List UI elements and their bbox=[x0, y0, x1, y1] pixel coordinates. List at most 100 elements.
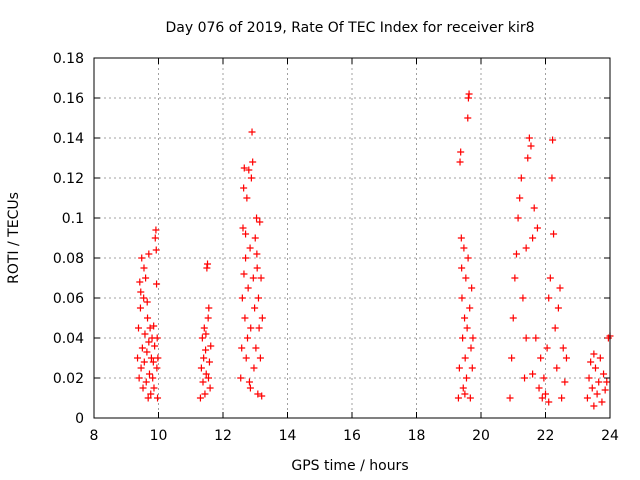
data-point bbox=[253, 214, 261, 222]
data-point bbox=[251, 304, 259, 312]
data-point bbox=[238, 344, 246, 352]
data-point bbox=[595, 378, 603, 386]
data-point bbox=[255, 324, 263, 332]
data-point bbox=[538, 394, 546, 402]
y-tick-label: 0.1 bbox=[62, 211, 84, 227]
data-point bbox=[253, 250, 261, 258]
data-point bbox=[462, 274, 470, 282]
data-point bbox=[151, 234, 159, 242]
data-point bbox=[545, 398, 553, 406]
data-point bbox=[600, 370, 608, 378]
data-point bbox=[203, 264, 211, 272]
data-point bbox=[137, 364, 145, 372]
data-points bbox=[134, 90, 614, 410]
y-tick-label: 0.02 bbox=[53, 371, 84, 387]
data-point bbox=[548, 174, 556, 182]
data-point bbox=[519, 294, 527, 302]
y-tick-label: 0.04 bbox=[53, 331, 84, 347]
data-point bbox=[246, 384, 254, 392]
data-point bbox=[590, 350, 598, 358]
data-point bbox=[241, 314, 249, 322]
data-point bbox=[202, 330, 210, 338]
data-point bbox=[458, 264, 466, 272]
data-point bbox=[143, 298, 151, 306]
x-tick-label: 10 bbox=[150, 428, 168, 444]
data-point bbox=[466, 394, 474, 402]
x-tick-label: 16 bbox=[343, 428, 361, 444]
data-point bbox=[551, 324, 559, 332]
x-tick-label: 14 bbox=[279, 428, 297, 444]
data-point bbox=[251, 234, 259, 242]
data-point bbox=[530, 204, 538, 212]
data-point bbox=[242, 354, 250, 362]
data-point bbox=[144, 314, 152, 322]
data-point bbox=[237, 374, 245, 382]
data-point bbox=[153, 280, 161, 288]
data-point bbox=[256, 218, 264, 226]
data-point bbox=[200, 324, 208, 332]
data-point bbox=[559, 344, 567, 352]
data-point bbox=[196, 394, 204, 402]
data-point bbox=[199, 378, 207, 386]
data-point bbox=[202, 346, 210, 354]
data-point bbox=[247, 324, 255, 332]
data-point bbox=[511, 274, 519, 282]
data-point bbox=[583, 394, 591, 402]
data-point bbox=[245, 166, 253, 174]
data-point bbox=[529, 234, 537, 242]
data-point bbox=[152, 246, 160, 254]
data-point bbox=[522, 244, 530, 252]
data-point bbox=[588, 384, 596, 392]
data-point bbox=[249, 274, 257, 282]
data-point bbox=[205, 304, 213, 312]
data-point bbox=[469, 334, 477, 342]
data-point bbox=[457, 234, 465, 242]
data-point bbox=[197, 364, 205, 372]
data-point bbox=[134, 354, 142, 362]
data-point bbox=[206, 384, 214, 392]
data-point bbox=[461, 390, 469, 398]
data-point bbox=[529, 370, 537, 378]
data-point bbox=[596, 354, 604, 362]
data-point bbox=[239, 224, 247, 232]
data-point bbox=[461, 354, 469, 362]
data-point bbox=[238, 294, 246, 302]
data-point bbox=[459, 334, 467, 342]
data-point bbox=[550, 230, 558, 238]
data-point bbox=[458, 294, 466, 302]
data-point bbox=[258, 314, 266, 322]
data-point bbox=[150, 384, 158, 392]
data-point bbox=[204, 314, 212, 322]
data-point bbox=[249, 158, 257, 166]
data-point bbox=[464, 254, 472, 262]
data-point bbox=[137, 288, 145, 296]
data-point bbox=[204, 260, 212, 268]
data-point bbox=[145, 250, 153, 258]
data-point bbox=[140, 294, 148, 302]
data-point bbox=[553, 364, 561, 372]
data-point bbox=[145, 370, 153, 378]
data-point bbox=[147, 390, 155, 398]
data-point bbox=[245, 378, 253, 386]
data-point bbox=[250, 364, 258, 372]
data-point bbox=[521, 374, 529, 382]
data-point bbox=[135, 324, 143, 332]
data-point bbox=[201, 390, 209, 398]
data-point bbox=[463, 324, 471, 332]
y-tick-label: 0.06 bbox=[53, 291, 84, 307]
x-tick-label: 12 bbox=[214, 428, 232, 444]
data-point bbox=[154, 394, 162, 402]
data-point bbox=[527, 142, 535, 150]
data-point bbox=[535, 384, 543, 392]
data-point bbox=[142, 378, 150, 386]
data-point bbox=[240, 270, 248, 278]
x-axis-label: GPS time / hours bbox=[291, 458, 408, 474]
data-point bbox=[542, 390, 549, 398]
data-point bbox=[593, 390, 601, 398]
data-point bbox=[244, 284, 252, 292]
data-point bbox=[601, 386, 609, 394]
data-point bbox=[207, 342, 215, 350]
x-tick-label: 22 bbox=[537, 428, 555, 444]
y-tick-label: 0.18 bbox=[53, 51, 84, 67]
data-point bbox=[142, 274, 150, 282]
